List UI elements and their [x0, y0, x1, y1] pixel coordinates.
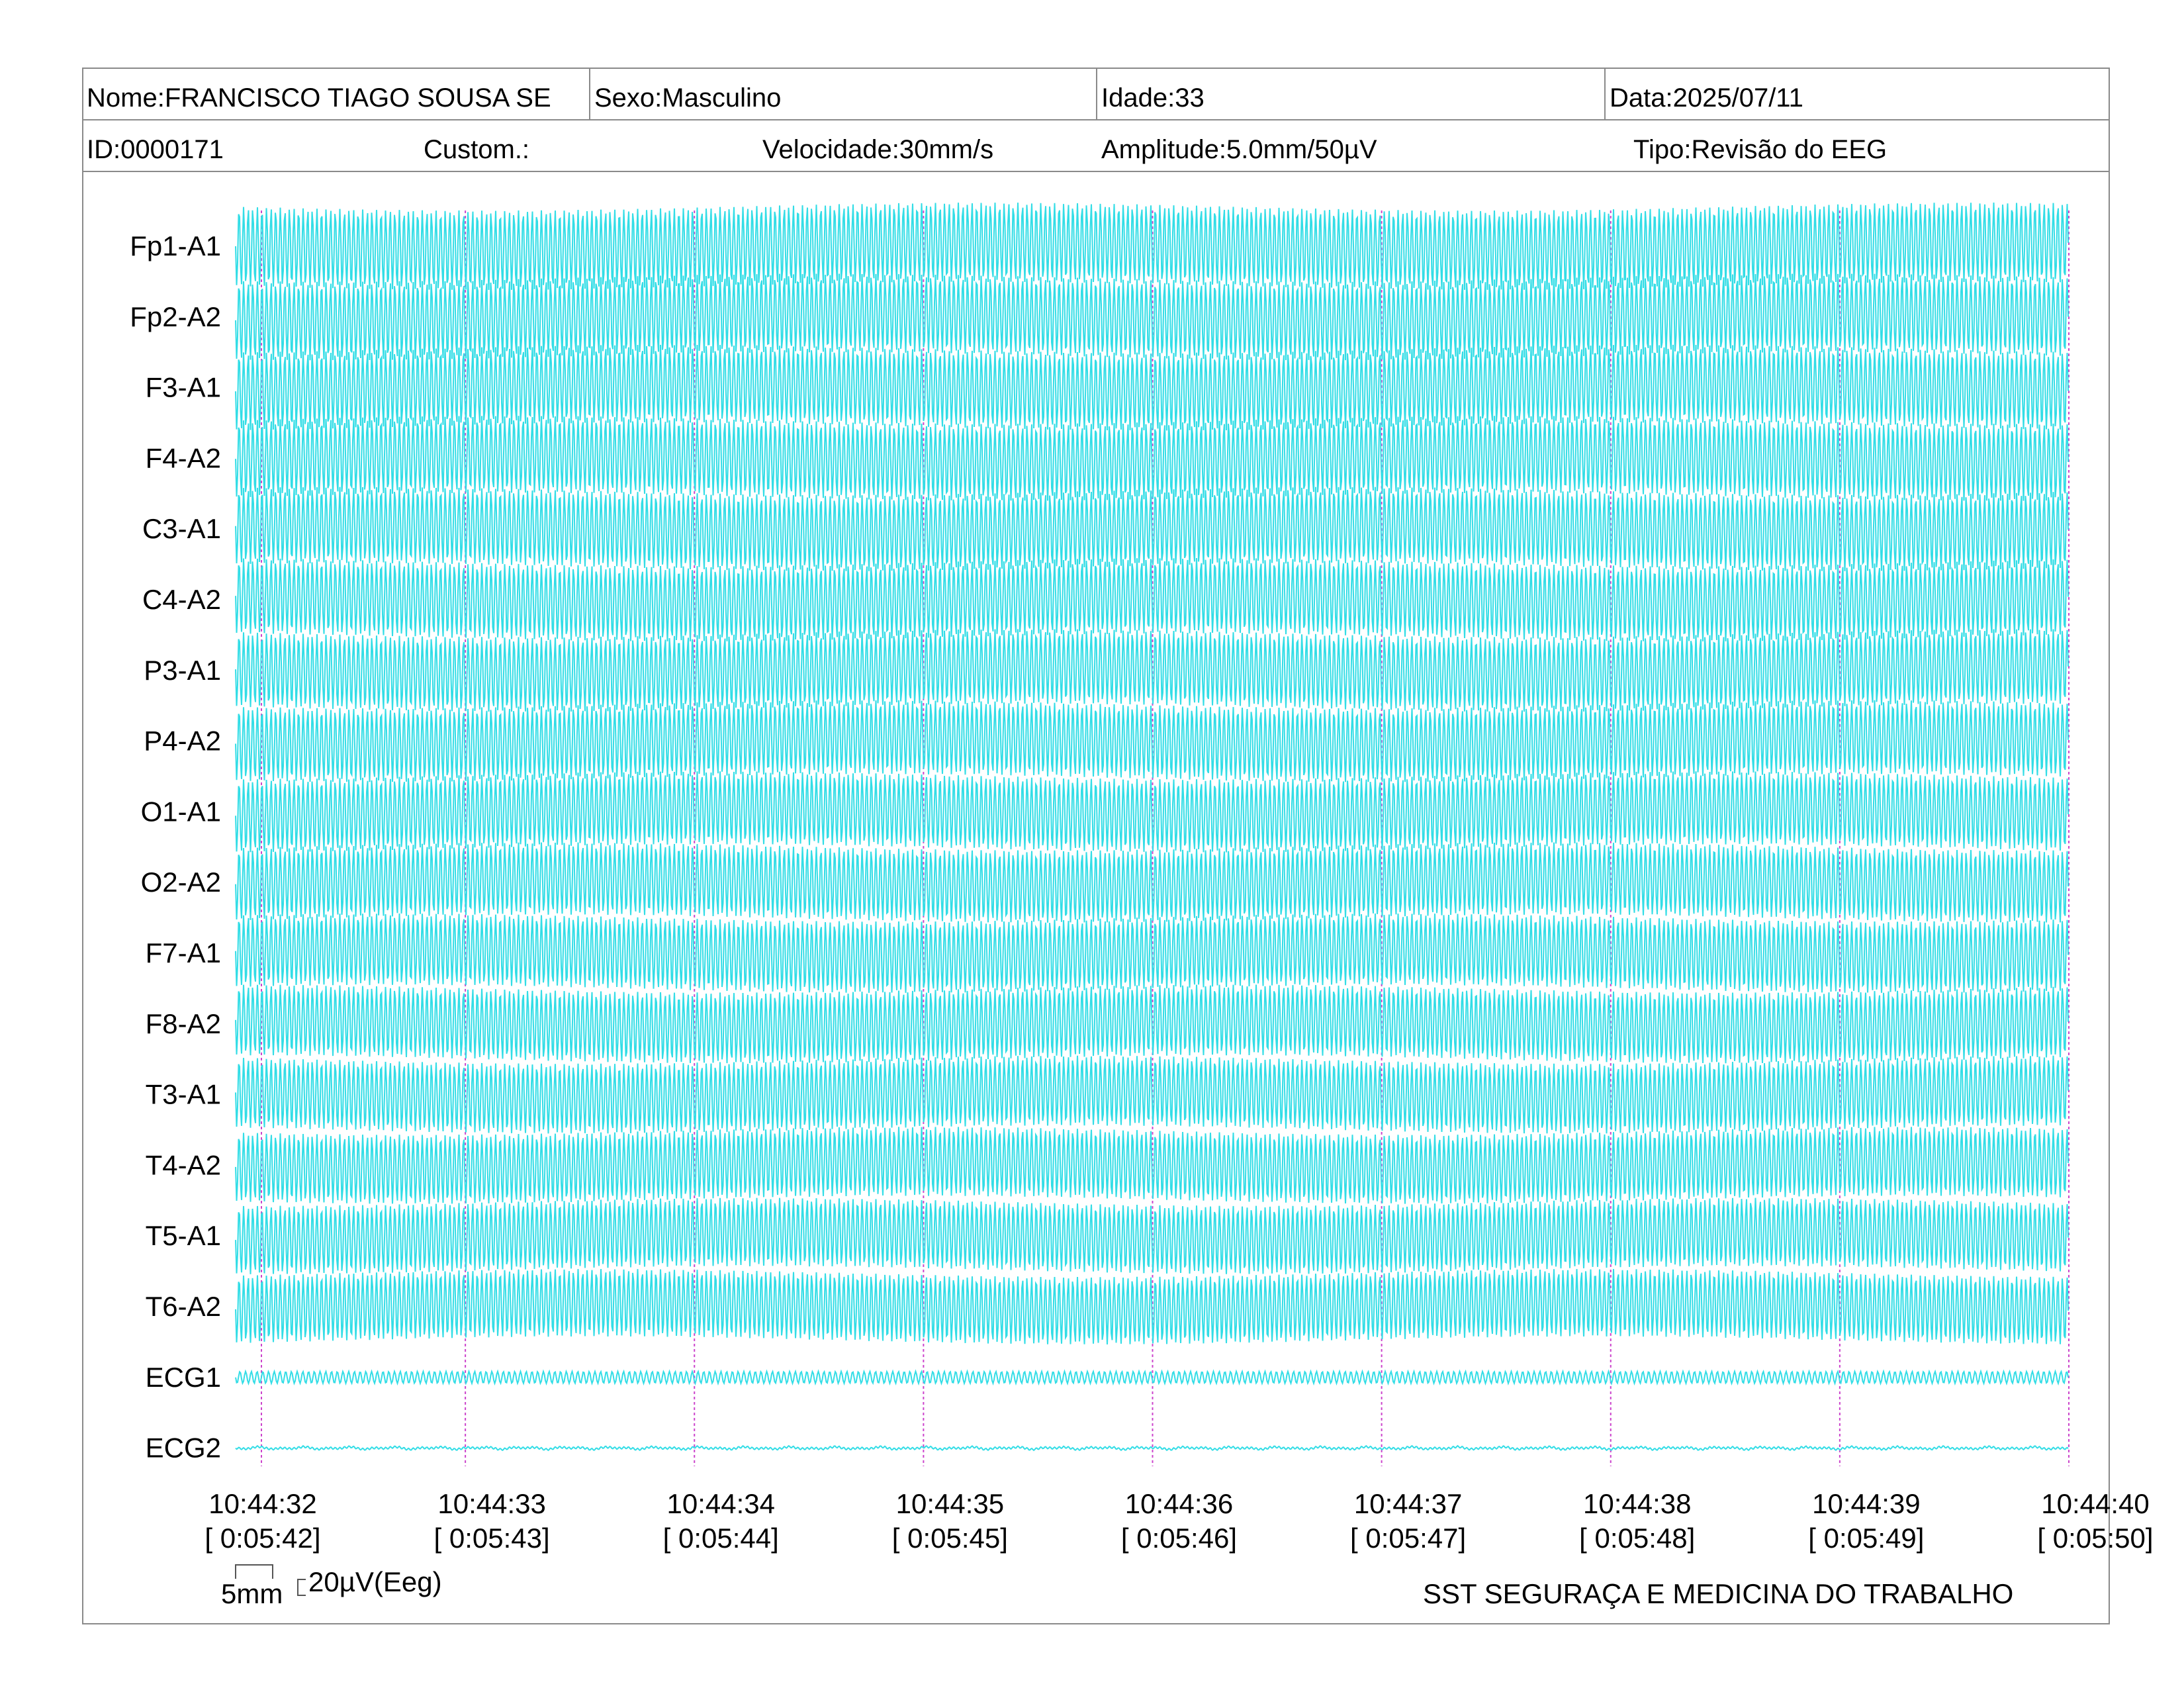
trace-ecg2 — [235, 1444, 2069, 1452]
channel-label: F3-A1 — [146, 372, 221, 403]
custom-field: Custom.: — [424, 135, 530, 164]
elapsed-tick-label: [ 0:05:44] — [663, 1523, 779, 1554]
trace-o2-a2 — [235, 842, 2069, 923]
elapsed-tick-label: [ 0:05:48] — [1579, 1523, 1695, 1554]
channel-label: O2-A2 — [141, 867, 221, 898]
channel-label: O1-A1 — [141, 796, 221, 827]
header-cell-divider — [589, 68, 590, 119]
channel-label: T4-A2 — [146, 1149, 221, 1180]
time-axis-labels: 10:44:32 [ 0:05:42] 10:44:33 [ 0:05:43] 10:4… — [205, 1488, 2153, 1554]
channel-label: ECG2 — [146, 1432, 221, 1464]
patient-name: Nome:FRANCISCO TIAGO SOUSA SE — [87, 83, 551, 113]
channel-label: P4-A2 — [144, 726, 221, 757]
header-cell-divider — [1096, 68, 1097, 119]
elapsed-tick-label: [ 0:05:43] — [434, 1523, 550, 1554]
elapsed-tick-label: [ 0:05:50] — [2037, 1523, 2153, 1554]
elapsed-tick-label: [ 0:05:45] — [892, 1523, 1008, 1554]
channel-label: F8-A2 — [146, 1008, 221, 1039]
time-tick-label: 10:44:32 — [208, 1488, 317, 1519]
channel-label: ECG1 — [146, 1362, 221, 1393]
channel-label: Fp2-A2 — [130, 301, 221, 332]
organization-name: SST SEGURAÇA E MEDICINA DO TRABALHO — [1423, 1578, 2014, 1609]
elapsed-tick-label: [ 0:05:42] — [205, 1523, 320, 1554]
time-tick-label: 10:44:38 — [1583, 1488, 1692, 1519]
patient-age: Idade:33 — [1101, 83, 1205, 113]
scale-bar: 5mm 20µV(Eeg) — [221, 1564, 442, 1609]
elapsed-tick-label: [ 0:05:49] — [1808, 1523, 1924, 1554]
trace-ecg1 — [235, 1369, 2069, 1386]
scale-length-label: 5mm — [221, 1578, 283, 1609]
patient-id: ID:0000171 — [87, 135, 224, 164]
trace-c4-a2 — [235, 557, 2069, 641]
channel-labels: Fp1-A1 Fp2-A2 F3-A1 F4-A2 C3-A1 C4-A2 P3-A1 P4-… — [130, 230, 221, 1464]
time-tick-label: 10:44:33 — [437, 1488, 546, 1519]
trace-c3-a1 — [235, 487, 2069, 571]
trace-p4-a2 — [235, 700, 2069, 782]
trace-f8-a2 — [235, 984, 2069, 1064]
trace-t5-a1 — [235, 1197, 2069, 1274]
trace-f3-a1 — [235, 344, 2069, 431]
trace-t4-a2 — [235, 1127, 2069, 1204]
trace-t6-a2 — [235, 1269, 2069, 1345]
channel-label: C3-A1 — [142, 513, 221, 544]
trace-o1-a1 — [235, 771, 2069, 853]
record-type: Tipo:Revisão do EEG — [1633, 135, 1888, 164]
patient-sex: Sexo:Masculino — [594, 83, 782, 113]
channel-label: T5-A1 — [146, 1220, 221, 1251]
header-cell-divider — [1604, 68, 1606, 119]
time-tick-label: 10:44:39 — [1812, 1488, 1921, 1519]
channel-label: F4-A2 — [146, 442, 221, 473]
trace-t3-a1 — [235, 1055, 2069, 1134]
time-tick-label: 10:44:34 — [667, 1488, 776, 1519]
amplitude-setting: Amplitude:5.0mm/50µV — [1101, 135, 1377, 164]
channel-label: C4-A2 — [142, 584, 221, 615]
trace-f7-a1 — [235, 913, 2069, 994]
channel-label: T3-A1 — [146, 1079, 221, 1110]
channel-label: T6-A2 — [146, 1291, 221, 1322]
elapsed-tick-label: [ 0:05:47] — [1350, 1523, 1466, 1554]
channel-label: Fp1-A1 — [130, 230, 221, 261]
eeg-traces — [235, 202, 2069, 1452]
header-divider — [82, 119, 2110, 120]
channel-label: F7-A1 — [146, 937, 221, 968]
trace-f4-a2 — [235, 416, 2069, 501]
time-tick-label: 10:44:37 — [1354, 1488, 1463, 1519]
time-tick-label: 10:44:40 — [2041, 1488, 2150, 1519]
scale-amplitude-label: 20µV(Eeg) — [308, 1566, 442, 1597]
header-bottom-border — [82, 171, 2110, 172]
paper-speed: Velocidade:30mm/s — [762, 135, 994, 164]
trace-fp1-a1 — [235, 202, 2069, 291]
trace-p3-a1 — [235, 629, 2069, 712]
channel-label: P3-A1 — [144, 655, 221, 686]
record-date: Data:2025/07/11 — [1610, 83, 1803, 113]
elapsed-tick-label: [ 0:05:46] — [1121, 1523, 1237, 1554]
trace-fp2-a2 — [235, 273, 2069, 361]
time-tick-label: 10:44:36 — [1125, 1488, 1234, 1519]
time-tick-label: 10:44:35 — [896, 1488, 1005, 1519]
